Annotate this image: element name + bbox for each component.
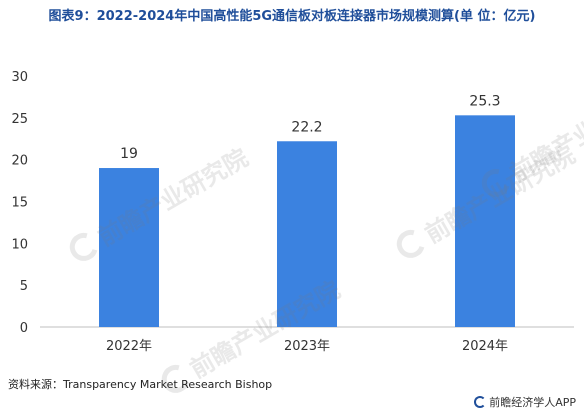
y-tick-label: 10 <box>11 237 28 252</box>
brand-name: 前瞻经济学人APP <box>489 396 576 409</box>
y-tick-label: 30 <box>11 70 28 85</box>
chart-title: 图表9：2022-2024年中国高性能5G通信板对板连接器市场规模测算(单 位：… <box>48 9 536 24</box>
y-tick-label: 20 <box>11 154 28 169</box>
source-note: 资料来源：Transparency Market Research Bishop <box>8 378 273 391</box>
value-labels: 19 22.2 25.3 <box>120 93 501 162</box>
y-axis-labels: 0 5 10 15 20 25 30 <box>11 70 28 336</box>
y-tick-label: 0 <box>20 321 28 336</box>
x-tick-label: 2023年 <box>284 339 330 354</box>
brand-logo-icon <box>474 396 487 408</box>
x-tick-label: 2022年 <box>106 339 152 354</box>
y-tick-label: 15 <box>11 196 28 211</box>
y-tick-label: 5 <box>20 279 28 294</box>
bars <box>99 115 515 327</box>
brand-footer: 前瞻经济学人APP <box>474 394 576 410</box>
x-tick-label: 2024年 <box>462 339 508 354</box>
y-tick-label: 25 <box>11 112 28 127</box>
bar-value-label: 19 <box>120 146 138 162</box>
x-axis-labels: 2022年 2023年 2024年 <box>106 339 508 354</box>
bar <box>99 168 159 327</box>
bar <box>277 141 337 327</box>
bar-value-label: 25.3 <box>469 93 500 109</box>
bar <box>455 115 515 327</box>
bar-value-label: 22.2 <box>291 119 322 135</box>
